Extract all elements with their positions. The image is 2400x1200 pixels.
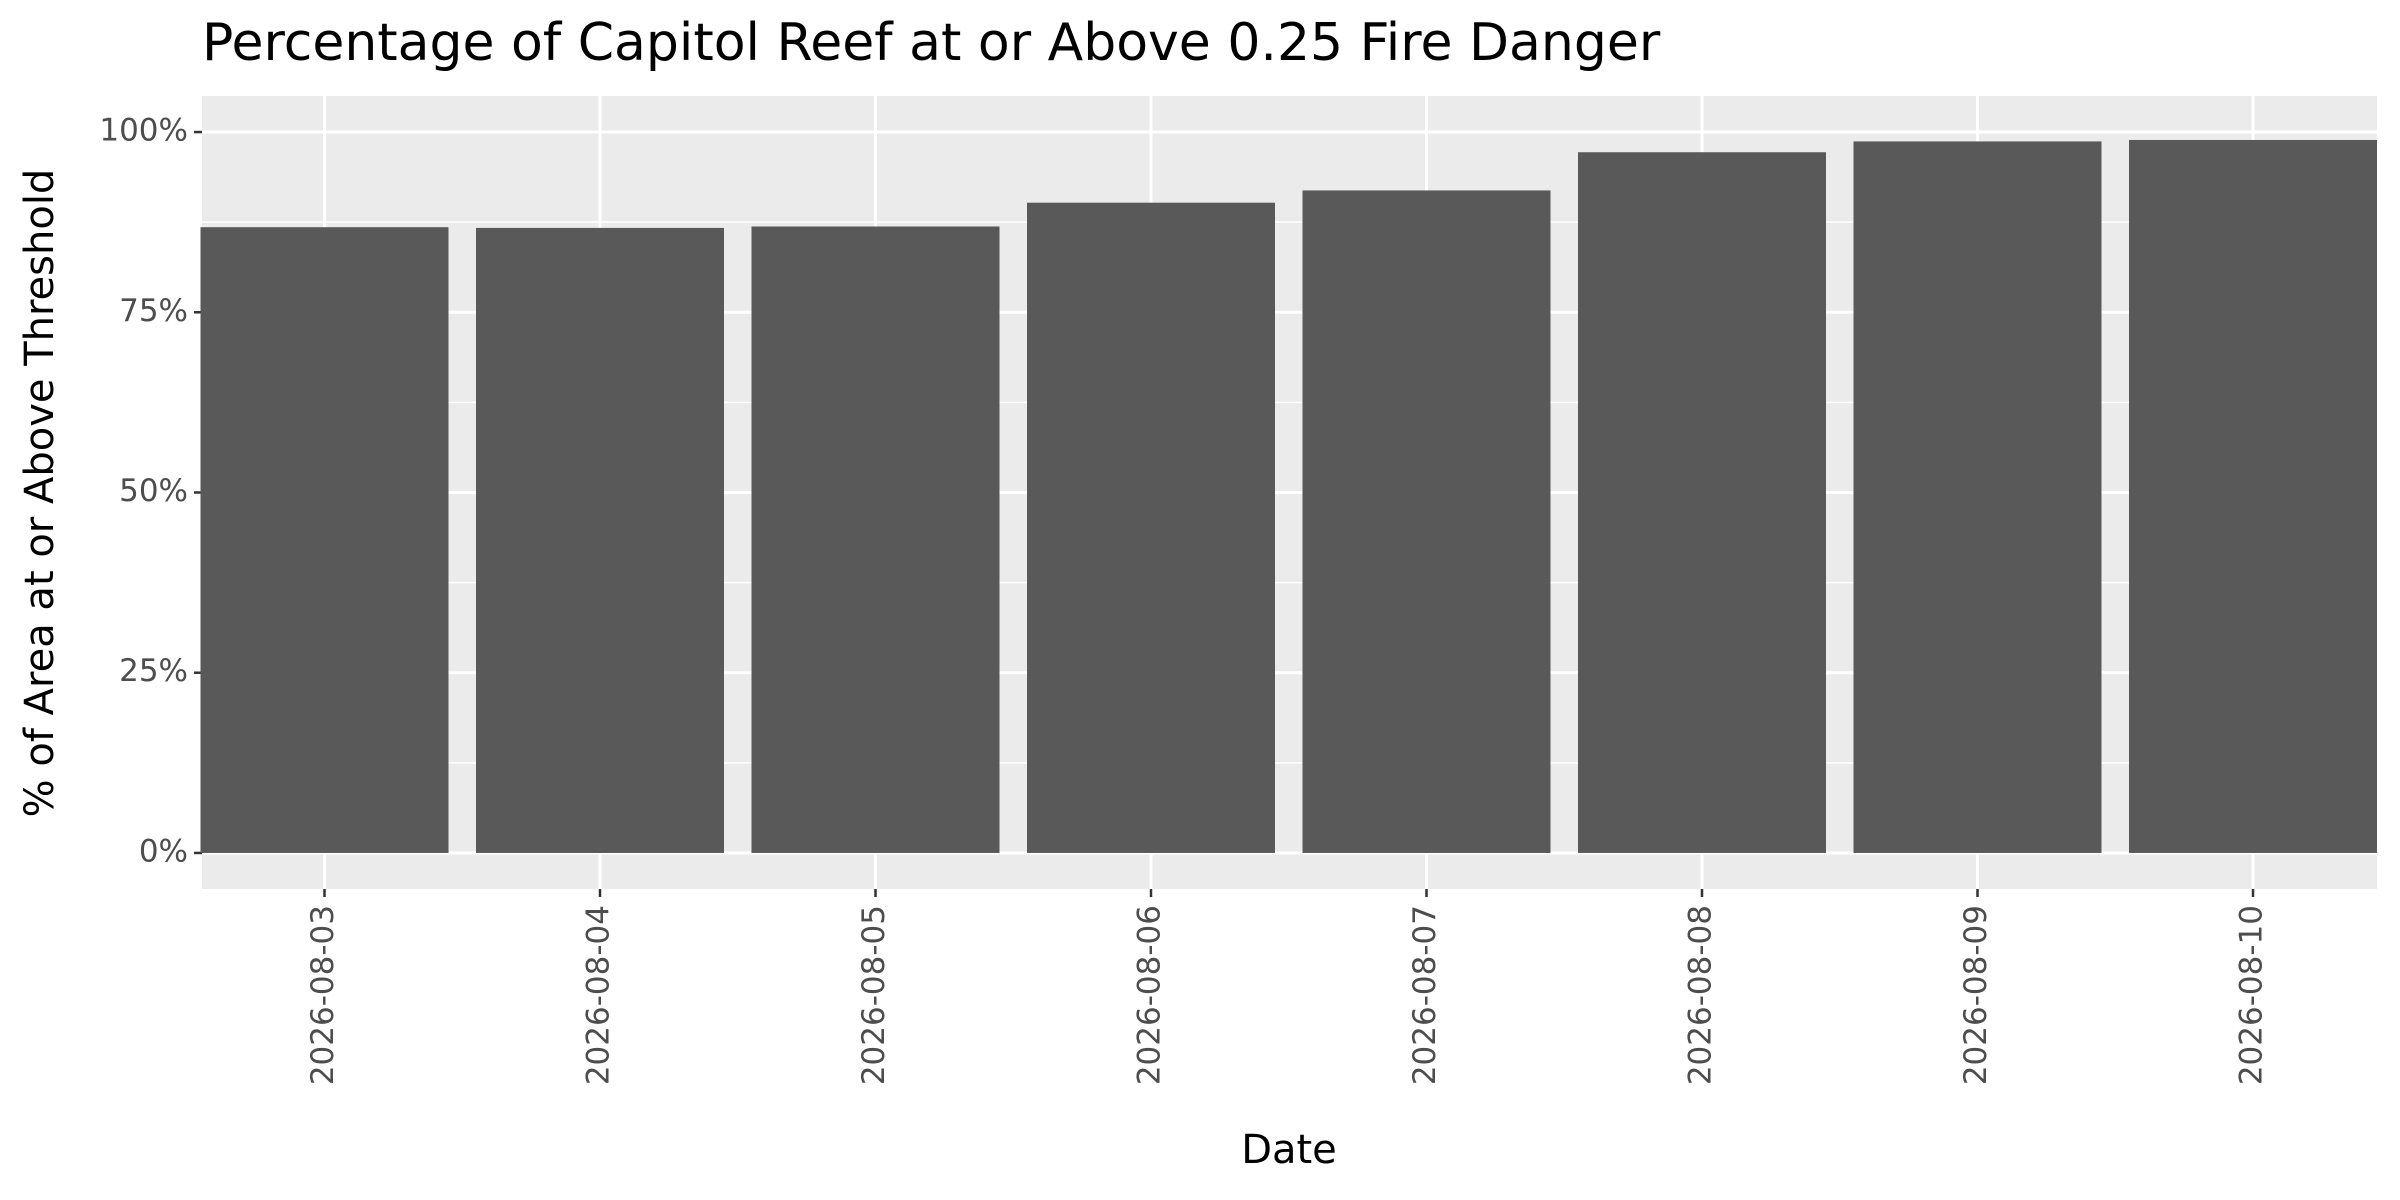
bar bbox=[1027, 202, 1275, 853]
x-tick-label: 2026-08-03 bbox=[305, 905, 341, 1085]
bar bbox=[1302, 190, 1551, 853]
x-tick-label: 2026-08-10 bbox=[2234, 905, 2270, 1085]
y-tick-label: 75% bbox=[119, 293, 188, 329]
x-tick-label: 2026-08-06 bbox=[1132, 905, 1168, 1085]
y-tick-label: 25% bbox=[119, 653, 188, 689]
bar bbox=[1853, 141, 2102, 853]
y-tick-label: 100% bbox=[99, 113, 188, 149]
x-tick-label: 2026-08-09 bbox=[1958, 905, 1994, 1085]
x-tick-label: 2026-08-05 bbox=[856, 905, 892, 1085]
bar bbox=[476, 227, 724, 853]
bar bbox=[200, 227, 449, 853]
x-tick-label: 2026-08-08 bbox=[1683, 905, 1719, 1085]
x-tick-label: 2026-08-07 bbox=[1407, 905, 1443, 1085]
chart-title: Percentage of Capitol Reef at or Above 0… bbox=[202, 13, 1661, 73]
bar bbox=[1578, 152, 1826, 853]
y-tick-label: 50% bbox=[119, 473, 188, 509]
bar bbox=[2129, 139, 2377, 853]
x-axis-title: Date bbox=[1241, 1127, 1337, 1173]
y-axis-title: % of Area at or Above Threshold bbox=[17, 169, 63, 818]
bar bbox=[751, 226, 1000, 853]
x-tick-label: 2026-08-04 bbox=[581, 905, 617, 1085]
y-tick-label: 0% bbox=[139, 833, 188, 869]
